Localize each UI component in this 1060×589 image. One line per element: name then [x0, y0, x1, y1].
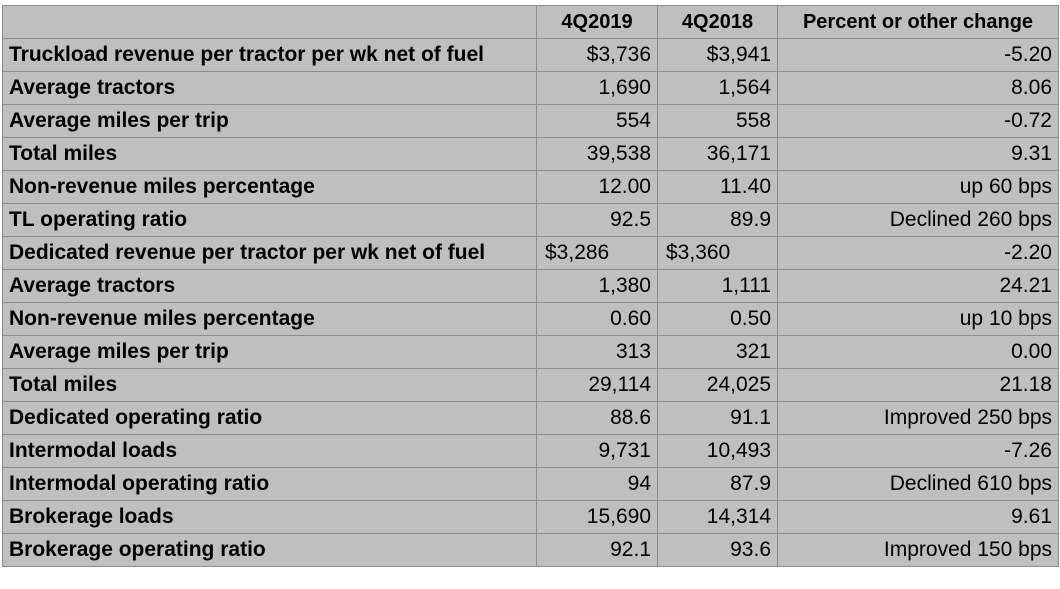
table-row: Total miles 39,538 36,171 9.31 — [2, 137, 1059, 171]
value-change-cell[interactable]: -7.26 — [777, 434, 1059, 468]
value-4q2019-cell[interactable]: 88.6 — [536, 401, 658, 435]
row-label-cell[interactable]: Average tractors — [2, 71, 537, 105]
value-4q2019-cell[interactable]: 94 — [536, 467, 658, 501]
row-label-cell[interactable]: Non-revenue miles percentage — [2, 302, 537, 336]
row-label-cell[interactable]: Brokerage loads — [2, 500, 537, 534]
value-4q2019-cell[interactable]: 15,690 — [536, 500, 658, 534]
row-label-cell[interactable]: Intermodal loads — [2, 434, 537, 468]
table-row: Non-revenue miles percentage 0.60 0.50 up 1… — [2, 302, 1059, 336]
value-change-cell[interactable]: Improved 150 bps — [777, 533, 1059, 567]
value-4q2019-cell[interactable]: 1,690 — [536, 71, 658, 105]
row-label-cell[interactable]: TL operating ratio — [2, 203, 537, 237]
value-change-cell[interactable]: 8.06 — [777, 71, 1059, 105]
value-change-cell[interactable]: -2.20 — [777, 236, 1059, 270]
value-4q2019-cell[interactable]: 39,538 — [536, 137, 658, 171]
row-label-cell[interactable]: Average miles per trip — [2, 335, 537, 369]
value-change-cell[interactable]: 9.31 — [777, 137, 1059, 171]
value-4q2018-cell[interactable]: 0.50 — [657, 302, 778, 336]
value-change-cell[interactable]: -0.72 — [777, 104, 1059, 138]
value-4q2019-cell[interactable]: 92.1 — [536, 533, 658, 567]
table-row: Brokerage loads 15,690 14,314 9.61 — [2, 500, 1059, 534]
value-4q2019-cell[interactable]: 1,380 — [536, 269, 658, 303]
value-4q2019-cell[interactable]: 0.60 — [536, 302, 658, 336]
header-corner-cell[interactable] — [2, 5, 537, 39]
value-4q2018-cell[interactable]: 93.6 — [657, 533, 778, 567]
value-4q2018-cell[interactable]: 558 — [657, 104, 778, 138]
value-4q2018-cell[interactable]: 10,493 — [657, 434, 778, 468]
table-row: Total miles 29,114 24,025 21.18 — [2, 368, 1059, 402]
row-label-cell[interactable]: Dedicated revenue per tractor per wk net… — [2, 236, 537, 270]
value-change-cell[interactable]: 9.61 — [777, 500, 1059, 534]
value-4q2018-cell[interactable]: 14,314 — [657, 500, 778, 534]
value-change-cell[interactable]: -5.20 — [777, 38, 1059, 72]
row-label-cell[interactable]: Intermodal operating ratio — [2, 467, 537, 501]
value-4q2019-cell[interactable]: 92.5 — [536, 203, 658, 237]
value-4q2019-cell[interactable]: $3,736 — [536, 38, 658, 72]
value-change-cell[interactable]: 24.21 — [777, 269, 1059, 303]
value-4q2019-cell[interactable]: 554 — [536, 104, 658, 138]
table-row: Truckload revenue per tractor per wk net… — [2, 38, 1059, 72]
row-label-cell[interactable]: Truckload revenue per tractor per wk net… — [2, 38, 537, 72]
row-label-cell[interactable]: Non-revenue miles percentage — [2, 170, 537, 204]
value-4q2018-cell[interactable]: 87.9 — [657, 467, 778, 501]
row-label-cell[interactable]: Total miles — [2, 137, 537, 171]
value-change-cell[interactable]: 0.00 — [777, 335, 1059, 369]
value-change-cell[interactable]: up 10 bps — [777, 302, 1059, 336]
row-label-cell[interactable]: Total miles — [2, 368, 537, 402]
row-label-cell[interactable]: Average tractors — [2, 269, 537, 303]
value-4q2018-cell[interactable]: 89.9 — [657, 203, 778, 237]
value-4q2018-cell[interactable]: 11.40 — [657, 170, 778, 204]
value-change-cell[interactable]: up 60 bps — [777, 170, 1059, 204]
row-label-cell[interactable]: Dedicated operating ratio — [2, 401, 537, 435]
value-4q2019-cell[interactable]: 313 — [536, 335, 658, 369]
value-4q2018-cell[interactable]: $3,360 — [657, 236, 778, 270]
value-4q2018-cell[interactable]: 91.1 — [657, 401, 778, 435]
table-row: Dedicated revenue per tractor per wk net… — [2, 236, 1059, 270]
table-row: Dedicated operating ratio 88.6 91.1 Improve… — [2, 401, 1059, 435]
value-4q2019-cell[interactable]: 12.00 — [536, 170, 658, 204]
value-change-cell[interactable]: 21.18 — [777, 368, 1059, 402]
table-row: Average tractors 1,690 1,564 8.06 — [2, 71, 1059, 105]
header-change[interactable]: Percent or other change — [777, 5, 1059, 39]
table-row: Average miles per trip 554 558 -0.72 — [2, 104, 1059, 138]
value-4q2018-cell[interactable]: $3,941 — [657, 38, 778, 72]
header-row: 4Q2019 4Q2018 Percent or other change — [2, 5, 1059, 39]
table-row: Brokerage operating ratio 92.1 93.6 Improve… — [2, 533, 1059, 567]
value-change-cell[interactable]: Declined 260 bps — [777, 203, 1059, 237]
row-label-cell[interactable]: Average miles per trip — [2, 104, 537, 138]
header-4q2019[interactable]: 4Q2019 — [536, 5, 658, 39]
value-4q2018-cell[interactable]: 1,111 — [657, 269, 778, 303]
row-label-cell[interactable]: Brokerage operating ratio — [2, 533, 537, 567]
data-table: 4Q2019 4Q2018 Percent or other change Tr… — [2, 5, 1059, 567]
value-change-cell[interactable]: Declined 610 bps — [777, 467, 1059, 501]
value-4q2018-cell[interactable]: 24,025 — [657, 368, 778, 402]
table-row: Intermodal operating ratio 94 87.9 Declined… — [2, 467, 1059, 501]
table-row: Non-revenue miles percentage 12.00 11.40 up… — [2, 170, 1059, 204]
value-4q2018-cell[interactable]: 1,564 — [657, 71, 778, 105]
header-4q2018[interactable]: 4Q2018 — [657, 5, 778, 39]
value-change-cell[interactable]: Improved 250 bps — [777, 401, 1059, 435]
table-row: Average tractors 1,380 1,111 24.21 — [2, 269, 1059, 303]
value-4q2018-cell[interactable]: 36,171 — [657, 137, 778, 171]
table-row: Intermodal loads 9,731 10,493 -7.26 — [2, 434, 1059, 468]
value-4q2019-cell[interactable]: $3,286 — [536, 236, 658, 270]
value-4q2018-cell[interactable]: 321 — [657, 335, 778, 369]
table-body: Truckload revenue per tractor per wk net… — [2, 38, 1059, 567]
value-4q2019-cell[interactable]: 9,731 — [536, 434, 658, 468]
value-4q2019-cell[interactable]: 29,114 — [536, 368, 658, 402]
table-row: TL operating ratio 92.5 89.9 Declined 260 b… — [2, 203, 1059, 237]
table-row: Average miles per trip 313 321 0.00 — [2, 335, 1059, 369]
